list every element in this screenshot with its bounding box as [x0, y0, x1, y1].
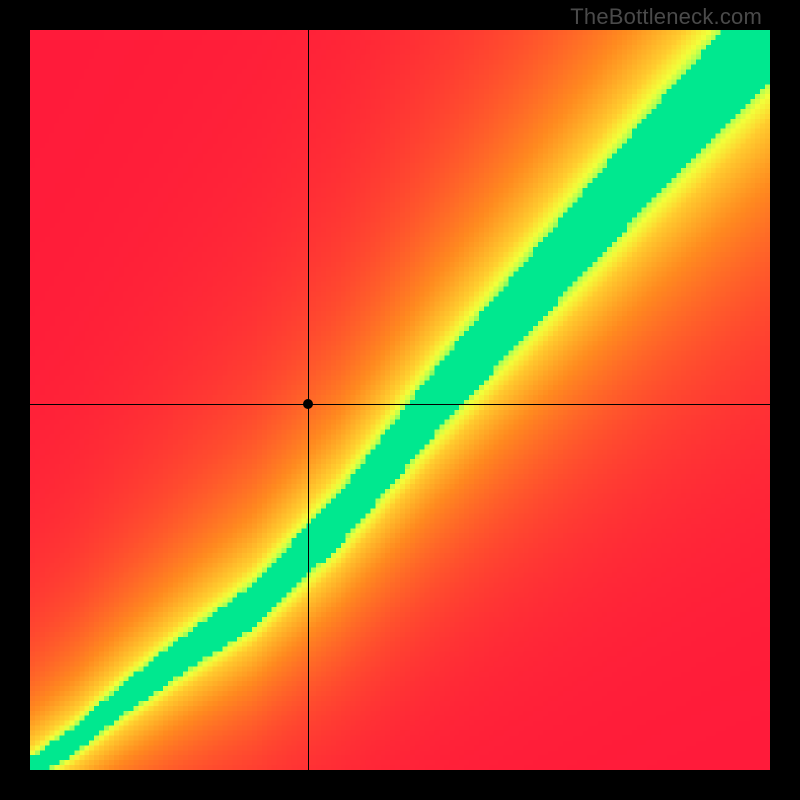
watermark-text: TheBottleneck.com	[570, 4, 762, 30]
bottleneck-heatmap	[30, 30, 770, 770]
crosshair-marker	[303, 399, 313, 409]
heatmap-canvas	[30, 30, 770, 770]
crosshair-horizontal	[30, 404, 770, 405]
